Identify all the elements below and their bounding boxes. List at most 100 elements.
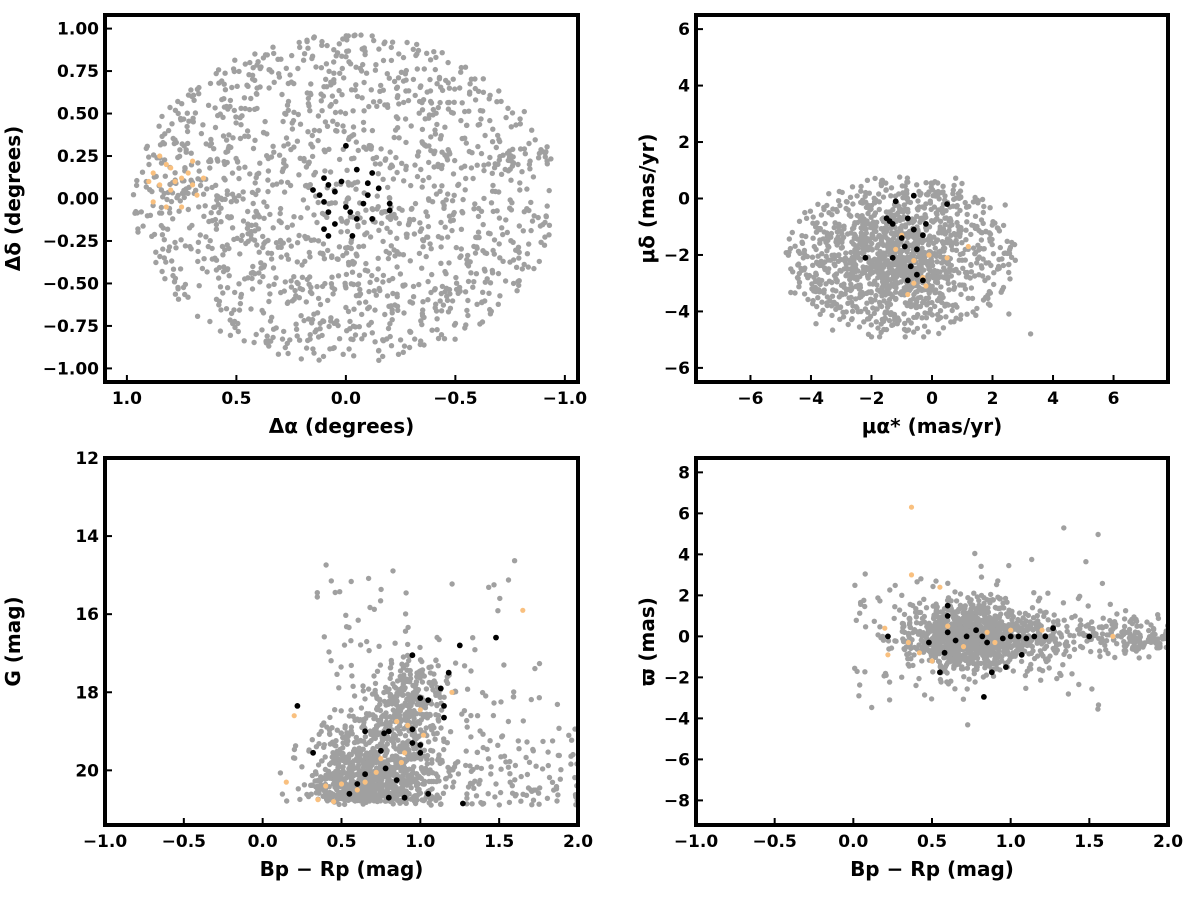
background-point [285, 141, 291, 147]
member-point [386, 207, 393, 214]
background-point [496, 802, 502, 808]
background-point [414, 173, 421, 180]
background-point [153, 249, 159, 255]
background-point [259, 327, 265, 333]
cmd-ylabel: G (mag) [1, 596, 25, 686]
background-point [545, 749, 551, 755]
background-point [401, 726, 407, 732]
background-point [381, 689, 387, 696]
background-point [826, 191, 832, 197]
background-point [391, 740, 397, 747]
background-point [526, 759, 533, 765]
y-tick-label: 14 [75, 527, 99, 547]
background-point [796, 218, 803, 224]
background-point [159, 113, 165, 120]
secondary-point [179, 204, 185, 210]
background-point [401, 310, 407, 316]
background-point [296, 295, 302, 301]
background-point [416, 250, 423, 257]
background-point [1038, 677, 1044, 683]
background-point [434, 316, 440, 322]
secondary-point [168, 165, 174, 171]
background-point [921, 323, 928, 329]
background-point [228, 310, 235, 317]
background-point [871, 310, 877, 316]
background-point [358, 32, 364, 38]
background-point [558, 767, 564, 773]
background-point [348, 638, 354, 644]
background-point [335, 256, 341, 262]
background-point [346, 346, 352, 352]
background-point [309, 132, 315, 139]
background-point [390, 707, 396, 713]
background-point [230, 320, 236, 327]
background-point [878, 329, 884, 336]
background-point [922, 257, 928, 263]
background-point [458, 226, 465, 232]
background-point [1104, 632, 1110, 638]
background-point [410, 46, 416, 52]
background-point [167, 181, 173, 188]
background-point [268, 256, 275, 262]
background-point [937, 254, 944, 260]
background-point [349, 269, 356, 275]
background-point [201, 256, 207, 262]
background-point [462, 64, 469, 70]
background-point [271, 79, 277, 86]
background-point [268, 250, 275, 257]
background-point [237, 135, 244, 142]
background-point [360, 243, 367, 249]
background-point [301, 782, 308, 788]
background-point [907, 199, 914, 206]
background-point [215, 201, 221, 208]
background-point [202, 203, 208, 209]
background-point [925, 300, 932, 306]
background-point [410, 216, 417, 223]
background-point [921, 692, 928, 698]
background-point [395, 307, 401, 313]
background-point [797, 250, 803, 256]
background-point [279, 336, 286, 342]
background-point [319, 283, 326, 290]
background-point [232, 324, 238, 331]
background-point [818, 212, 825, 218]
background-point [207, 318, 213, 325]
background-point [496, 215, 503, 221]
background-point [147, 187, 153, 193]
background-point [306, 747, 312, 753]
background-point [380, 793, 386, 799]
background-point [314, 590, 320, 596]
background-point [158, 204, 165, 211]
background-point [860, 264, 866, 270]
background-point [922, 310, 928, 316]
background-point [496, 88, 502, 94]
background-point [925, 329, 931, 335]
member-point [914, 246, 920, 253]
background-point [391, 769, 397, 775]
background-point [228, 214, 234, 220]
background-point [497, 789, 504, 796]
background-point [980, 297, 987, 303]
background-point [355, 210, 361, 217]
background-point [356, 300, 362, 306]
background-point [385, 255, 392, 262]
background-point [212, 124, 219, 131]
background-point [495, 301, 501, 307]
background-point [397, 708, 404, 714]
background-point [520, 228, 526, 234]
background-point [180, 284, 187, 291]
background-point [472, 250, 479, 256]
background-point [1007, 276, 1013, 282]
background-point [266, 298, 272, 305]
background-point [431, 49, 437, 55]
background-point [303, 235, 309, 242]
background-point [964, 211, 970, 218]
background-point [901, 202, 907, 208]
background-point [336, 801, 342, 808]
x-tick-label: −1.0 [543, 389, 588, 409]
background-point [867, 270, 874, 277]
background-point [991, 270, 997, 276]
background-point [257, 160, 263, 166]
background-point [882, 309, 889, 315]
